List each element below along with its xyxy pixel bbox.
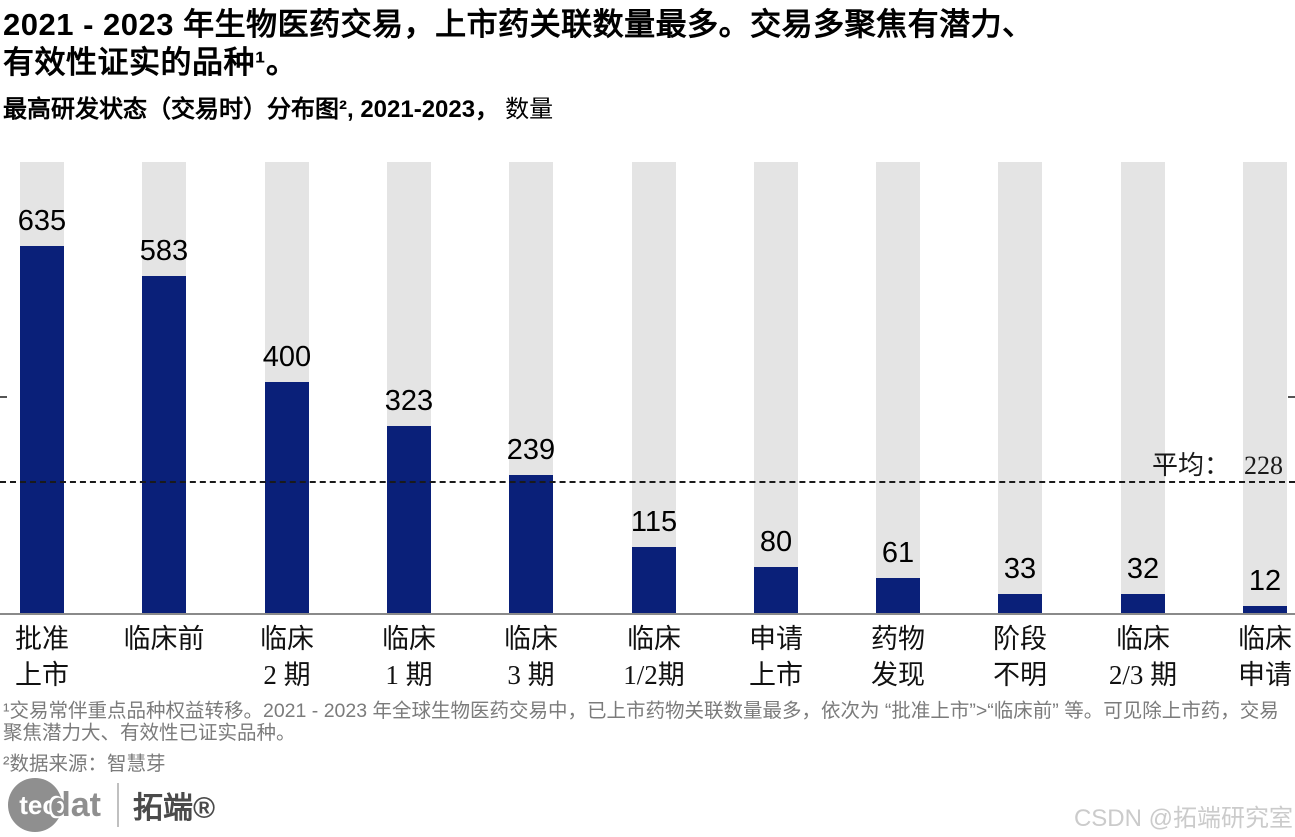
bar-track (1121, 162, 1165, 613)
x-axis-label-line: 2 期 (263, 660, 311, 690)
chart-subtitle-bold: 最高研发状态（交易时）分布图², 2021-2023， (3, 96, 500, 123)
x-axis-label: 临床 3 期 (461, 621, 601, 693)
bar (632, 547, 676, 613)
csdn-watermark: CSDN @拓端研究室 (1073, 805, 1293, 832)
bar (876, 578, 920, 613)
chart-subtitle-unit: 数量 (505, 96, 554, 123)
logo-text-dat: dat (50, 785, 101, 824)
bar-track (876, 162, 920, 613)
bar-chart-plot-area: 635 583 400 323 239 115 80 61 33 32 12 平均： 228 (0, 162, 1295, 613)
bar-track (998, 162, 1042, 613)
bar-column: 583 (139, 162, 189, 613)
bar (387, 426, 431, 613)
logo-text-tec: tec (19, 789, 57, 820)
x-axis-label: 临床 1 期 (339, 621, 479, 693)
footnotes: ¹交易常伴重点品种权益转移。2021 - 2023 年全球生物医药交易中，已上市… (3, 700, 1293, 775)
bar (265, 382, 309, 613)
bar-value-label: 635 (17, 205, 67, 237)
x-axis-label-line: 不明 (993, 660, 1047, 690)
page-title-line2: 有效性证实的品种¹。 (3, 45, 298, 80)
x-axis-label-line: 临床前 (123, 624, 205, 654)
x-axis-label-line: 3 期 (507, 660, 555, 690)
bar-column: 115 (630, 162, 678, 613)
chart-subtitle: 最高研发状态（交易时）分布图², 2021-2023， 数量 (3, 96, 1293, 124)
x-axis-label-line: 2/3 期 (1108, 660, 1178, 690)
x-axis-label-line: 上市 (749, 660, 803, 690)
footnote-1: ¹交易常伴重点品种权益转移。2021 - 2023 年全球生物医药交易中，已上市… (3, 700, 1279, 744)
x-axis-label-line: 申请 (749, 624, 803, 654)
bar (998, 594, 1042, 613)
bar-value-label: 61 (881, 537, 915, 569)
bar-value-label: 239 (506, 434, 556, 466)
x-axis-label: 临床 申请 (1195, 621, 1295, 693)
x-axis-label-line: 阶段 (993, 624, 1047, 654)
x-axis-label: 临床 1/2期 (584, 621, 724, 693)
x-axis-label: 批准 上市 (0, 621, 112, 693)
tecdat-logo-circle-icon: tec (8, 778, 62, 832)
bar-column: 239 (506, 162, 556, 613)
bar (509, 475, 553, 613)
bar (1121, 594, 1165, 613)
bar-column: 32 (1121, 162, 1165, 613)
page-title-line1: 2021 - 2023 年生物医药交易，上市药关联数量最多。交易多聚焦有潜力、 (3, 7, 1034, 42)
x-axis-label: 临床 2/3 期 (1073, 621, 1213, 693)
axis-tick-left (0, 396, 7, 398)
x-axis-label-line: 申请 (1238, 660, 1292, 690)
bar (1243, 606, 1287, 613)
x-axis-label-line: 临床 (504, 624, 558, 654)
x-axis-label: 临床前 (94, 621, 234, 657)
tecdat-logo: tec dat 拓端® (8, 777, 215, 833)
average-value: 228 (1244, 451, 1283, 480)
average-label: 平均： 228 (1152, 445, 1283, 482)
bar-value-label: 323 (384, 385, 434, 417)
x-axis-label: 临床 2 期 (217, 621, 357, 693)
footnote-2: ²数据来源：智慧芽 (3, 753, 166, 775)
x-axis-label-line: 临床 (1116, 624, 1170, 654)
bar-column: 80 (754, 162, 798, 613)
bar-value-label: 583 (139, 235, 189, 267)
header: 2021 - 2023 年生物医药交易，上市药关联数量最多。交易多聚焦有潜力、 … (3, 6, 1293, 124)
x-axis-baseline (0, 613, 1295, 615)
bar-column: 61 (876, 162, 920, 613)
x-axis-label-line: 批准 (15, 624, 69, 654)
bar-column: 33 (998, 162, 1042, 613)
bar-column: 400 (262, 162, 312, 613)
x-axis-label: 阶段 不明 (950, 621, 1090, 693)
x-axis-label-line: 上市 (15, 660, 69, 690)
x-axis-label-line: 临床 (260, 624, 314, 654)
bar-value-label: 400 (262, 341, 312, 373)
bar-track (632, 162, 676, 613)
bar-value-label: 32 (1126, 553, 1160, 585)
logo-divider (117, 783, 119, 827)
bar-column: 635 (17, 162, 67, 613)
bar-track (1243, 162, 1287, 613)
bar (142, 276, 186, 613)
average-label-text: 平均： (1151, 451, 1230, 480)
x-axis-label-line: 临床 (1238, 624, 1292, 654)
bar-track (754, 162, 798, 613)
logo-brand-name: 拓端® (133, 792, 216, 825)
bar (754, 567, 798, 613)
x-axis-label-line: 1 期 (385, 660, 433, 690)
x-axis-label-line: 1/2期 (623, 660, 685, 690)
bar-value-label: 80 (759, 526, 793, 558)
bar-value-label: 12 (1248, 565, 1282, 597)
bar-value-label: 33 (1003, 553, 1037, 585)
x-axis-label: 药物 发现 (828, 621, 968, 693)
x-axis-label-line: 临床 (627, 624, 681, 654)
x-axis-label: 申请 上市 (706, 621, 846, 693)
x-axis-label-line: 临床 (382, 624, 436, 654)
x-axis-labels: 批准 上市 临床前 临床 2 期临床 1 期临床 3 期临床 1/2期 申请 上市 药物 发现 阶段 不明… (0, 615, 1295, 695)
bar-column: 323 (384, 162, 434, 613)
axis-tick-right (1288, 396, 1295, 398)
x-axis-label-line: 发现 (871, 660, 925, 690)
bar-column: 12 (1243, 162, 1287, 613)
average-line (0, 481, 1295, 483)
bar-value-label: 115 (630, 506, 678, 538)
x-axis-label-line: 药物 (871, 624, 925, 654)
bar (20, 246, 64, 613)
